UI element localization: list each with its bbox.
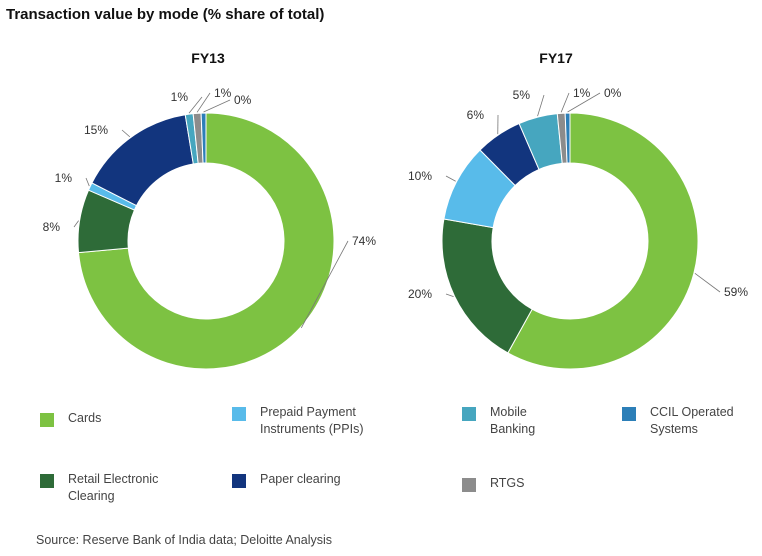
slice-label: 0% bbox=[234, 93, 252, 107]
source-note: Source: Reserve Bank of India data; Delo… bbox=[36, 533, 332, 547]
legend-item-mobile-banking: Mobile Banking bbox=[462, 404, 560, 438]
slice-label: 1% bbox=[171, 90, 189, 104]
slice-label: 1% bbox=[214, 86, 232, 100]
leader-line bbox=[537, 94, 545, 117]
slice-label: 74% bbox=[352, 234, 376, 248]
legend-swatch-rtgs bbox=[462, 478, 476, 492]
fy13-chart-title: FY13 bbox=[191, 50, 225, 66]
slice-ccil-operated-systems bbox=[564, 112, 571, 164]
legend-item-ppis: Prepaid Payment Instruments (PPIs) bbox=[232, 404, 380, 438]
slice-cards bbox=[77, 112, 335, 370]
legend-label-paper-clearing: Paper clearing bbox=[260, 472, 341, 486]
slice-label: 0% bbox=[604, 86, 622, 100]
slice-label: 1% bbox=[573, 86, 591, 100]
chart-main-title: Transaction value by mode (% share of to… bbox=[6, 6, 325, 23]
fy13-donut: 74%8%1%15%1% 1% 0% bbox=[43, 86, 376, 370]
leader-line bbox=[188, 96, 203, 114]
legend-label-ccil: CCIL Operated Systems bbox=[650, 405, 734, 436]
leader-line bbox=[567, 92, 601, 113]
slice-label: 6% bbox=[467, 108, 485, 122]
fy17-chart-title: FY17 bbox=[539, 50, 573, 66]
legend-swatch-retail-electronic-clearing bbox=[40, 474, 54, 488]
slice-label: 1% bbox=[55, 171, 73, 185]
legend-item-retail-electronic-clearing: Retail Electronic Clearing bbox=[40, 471, 178, 505]
slice-cards bbox=[507, 112, 699, 370]
legend-label-retail-electronic-clearing: Retail Electronic Clearing bbox=[68, 472, 159, 503]
legend-item-rtgs: RTGS bbox=[462, 475, 560, 492]
legend-item-cards: Cards bbox=[40, 410, 188, 427]
leader-line bbox=[445, 293, 454, 297]
legend-item-paper-clearing: Paper clearing bbox=[232, 471, 380, 488]
slice-label: 10% bbox=[408, 169, 432, 183]
leader-line bbox=[121, 129, 131, 138]
leader-line bbox=[85, 177, 90, 187]
leader-line bbox=[203, 99, 231, 113]
legend-label-ppis: Prepaid Payment Instruments (PPIs) bbox=[260, 405, 364, 436]
leader-line bbox=[560, 92, 570, 113]
legend-swatch-cards bbox=[40, 413, 54, 427]
slice-ccil-operated-systems bbox=[200, 112, 207, 164]
slice-retail-electronic-clearing bbox=[441, 218, 533, 354]
fy17-donut: 59% 20% 10% 6% 5% 1% 0% bbox=[408, 86, 748, 370]
leader-line bbox=[300, 240, 349, 329]
donut-charts: 74%8%1%15%1% 1% 0%59%20%10%6%5% 1% 0% bbox=[43, 86, 748, 370]
leader-line bbox=[445, 175, 456, 182]
slice-label: 59% bbox=[724, 285, 748, 299]
slice-label: 8% bbox=[43, 220, 61, 234]
leader-line bbox=[694, 273, 721, 293]
legend-label-rtgs: RTGS bbox=[490, 476, 525, 490]
legend-swatch-mobile-banking bbox=[462, 407, 476, 421]
legend-swatch-paper-clearing bbox=[232, 474, 246, 488]
legend-item-ccil: CCIL Operated Systems bbox=[622, 404, 750, 438]
legend-label-mobile-banking: Mobile Banking bbox=[490, 405, 536, 436]
leader-line bbox=[196, 92, 211, 113]
leader-line bbox=[73, 220, 79, 228]
slice-label: 15% bbox=[84, 123, 108, 137]
legend-swatch-ccil bbox=[622, 407, 636, 421]
legend-label-cards: Cards bbox=[68, 411, 102, 425]
slice-label: 5% bbox=[513, 88, 531, 102]
legend-swatch-ppis bbox=[232, 407, 246, 421]
slice-label: 20% bbox=[408, 287, 432, 301]
